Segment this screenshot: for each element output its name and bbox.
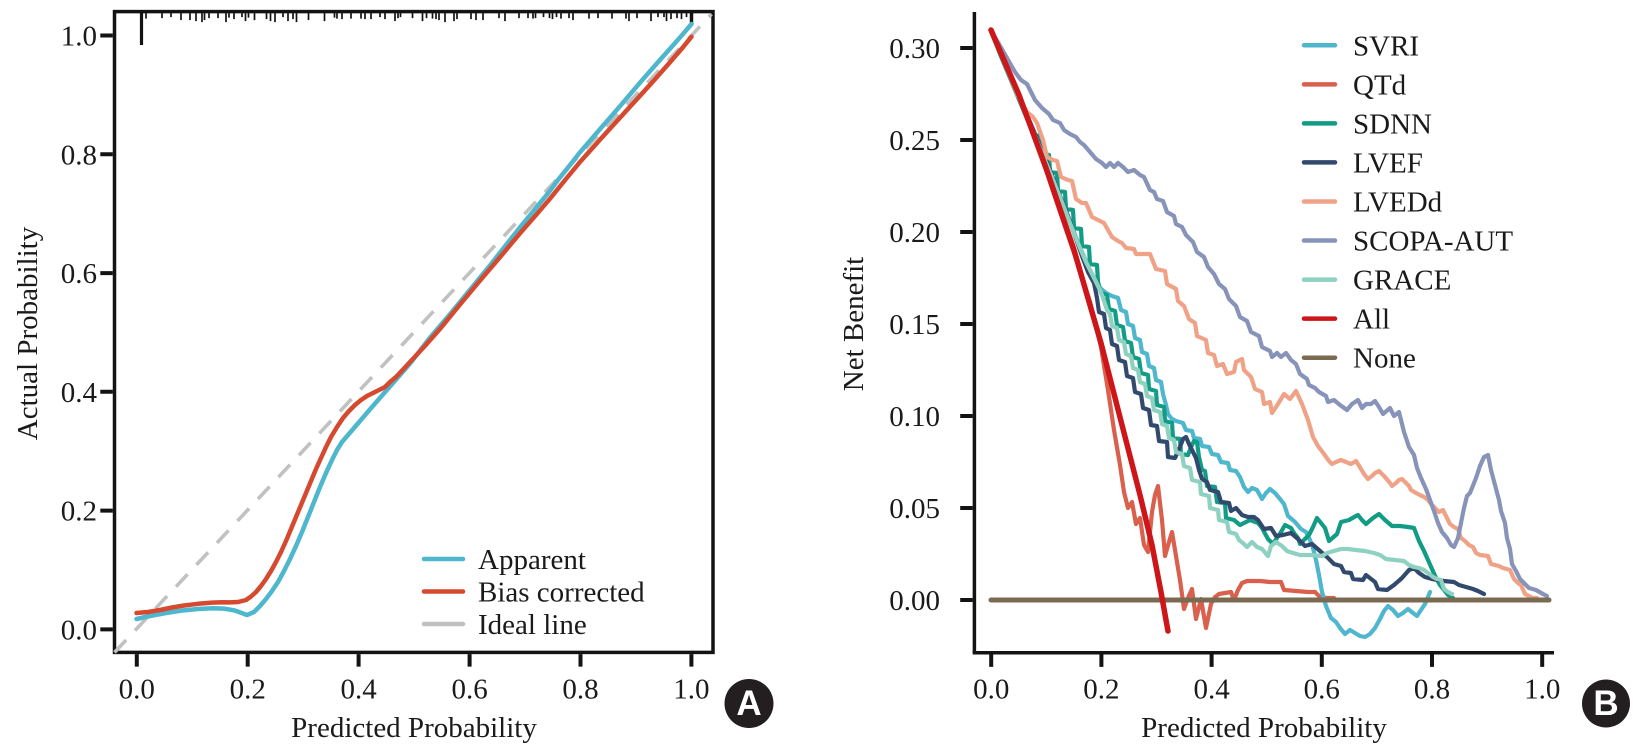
svg-text:1.0: 1.0 [1524, 674, 1560, 706]
svg-text:Actual Probability: Actual Probability [12, 226, 44, 440]
svg-text:LVEF: LVEF [1353, 147, 1423, 179]
svg-text:LVEDd: LVEDd [1353, 187, 1443, 219]
svg-text:0.10: 0.10 [889, 401, 940, 433]
svg-text:SCOPA-AUT: SCOPA-AUT [1353, 226, 1513, 258]
svg-text:0.20: 0.20 [889, 217, 940, 249]
svg-text:Predicted Probability: Predicted Probability [291, 712, 537, 744]
svg-text:0.6: 0.6 [451, 674, 487, 706]
svg-text:0.8: 0.8 [562, 674, 598, 706]
svg-text:0.15: 0.15 [889, 309, 940, 341]
svg-text:A: A [736, 684, 761, 723]
svg-text:0.4: 0.4 [1193, 674, 1230, 706]
svg-text:1.0: 1.0 [673, 674, 709, 706]
svg-text:Bias corrected: Bias corrected [478, 577, 645, 609]
svg-text:SDNN: SDNN [1353, 108, 1432, 140]
svg-text:0.0: 0.0 [119, 674, 155, 706]
svg-text:Predicted Probability: Predicted Probability [1141, 712, 1387, 744]
svg-text:All: All [1353, 304, 1390, 336]
svg-text:0.05: 0.05 [889, 493, 940, 525]
svg-text:0.8: 0.8 [1414, 674, 1450, 706]
svg-text:None: None [1353, 343, 1416, 375]
svg-text:0.6: 0.6 [1304, 674, 1340, 706]
svg-text:0.0: 0.0 [973, 674, 1009, 706]
svg-text:0.00: 0.00 [889, 585, 940, 617]
svg-text:QTd: QTd [1353, 69, 1407, 101]
svg-text:Apparent: Apparent [478, 544, 586, 576]
svg-text:Net Benefit: Net Benefit [838, 257, 870, 391]
svg-text:SVRI: SVRI [1353, 30, 1419, 62]
svg-text:GRACE: GRACE [1353, 265, 1451, 297]
svg-text:Ideal line: Ideal line [478, 609, 587, 641]
svg-text:0.4: 0.4 [61, 377, 98, 409]
svg-text:0.25: 0.25 [889, 125, 940, 157]
svg-text:0.0: 0.0 [61, 614, 97, 646]
svg-text:B: B [1593, 684, 1618, 723]
svg-text:0.30: 0.30 [889, 33, 940, 65]
svg-text:0.2: 0.2 [1083, 674, 1119, 706]
svg-text:0.2: 0.2 [61, 496, 97, 528]
svg-text:0.8: 0.8 [61, 139, 97, 171]
svg-text:1.0: 1.0 [61, 21, 97, 53]
svg-text:0.4: 0.4 [340, 674, 377, 706]
svg-text:0.6: 0.6 [61, 258, 97, 290]
svg-text:0.2: 0.2 [230, 674, 266, 706]
